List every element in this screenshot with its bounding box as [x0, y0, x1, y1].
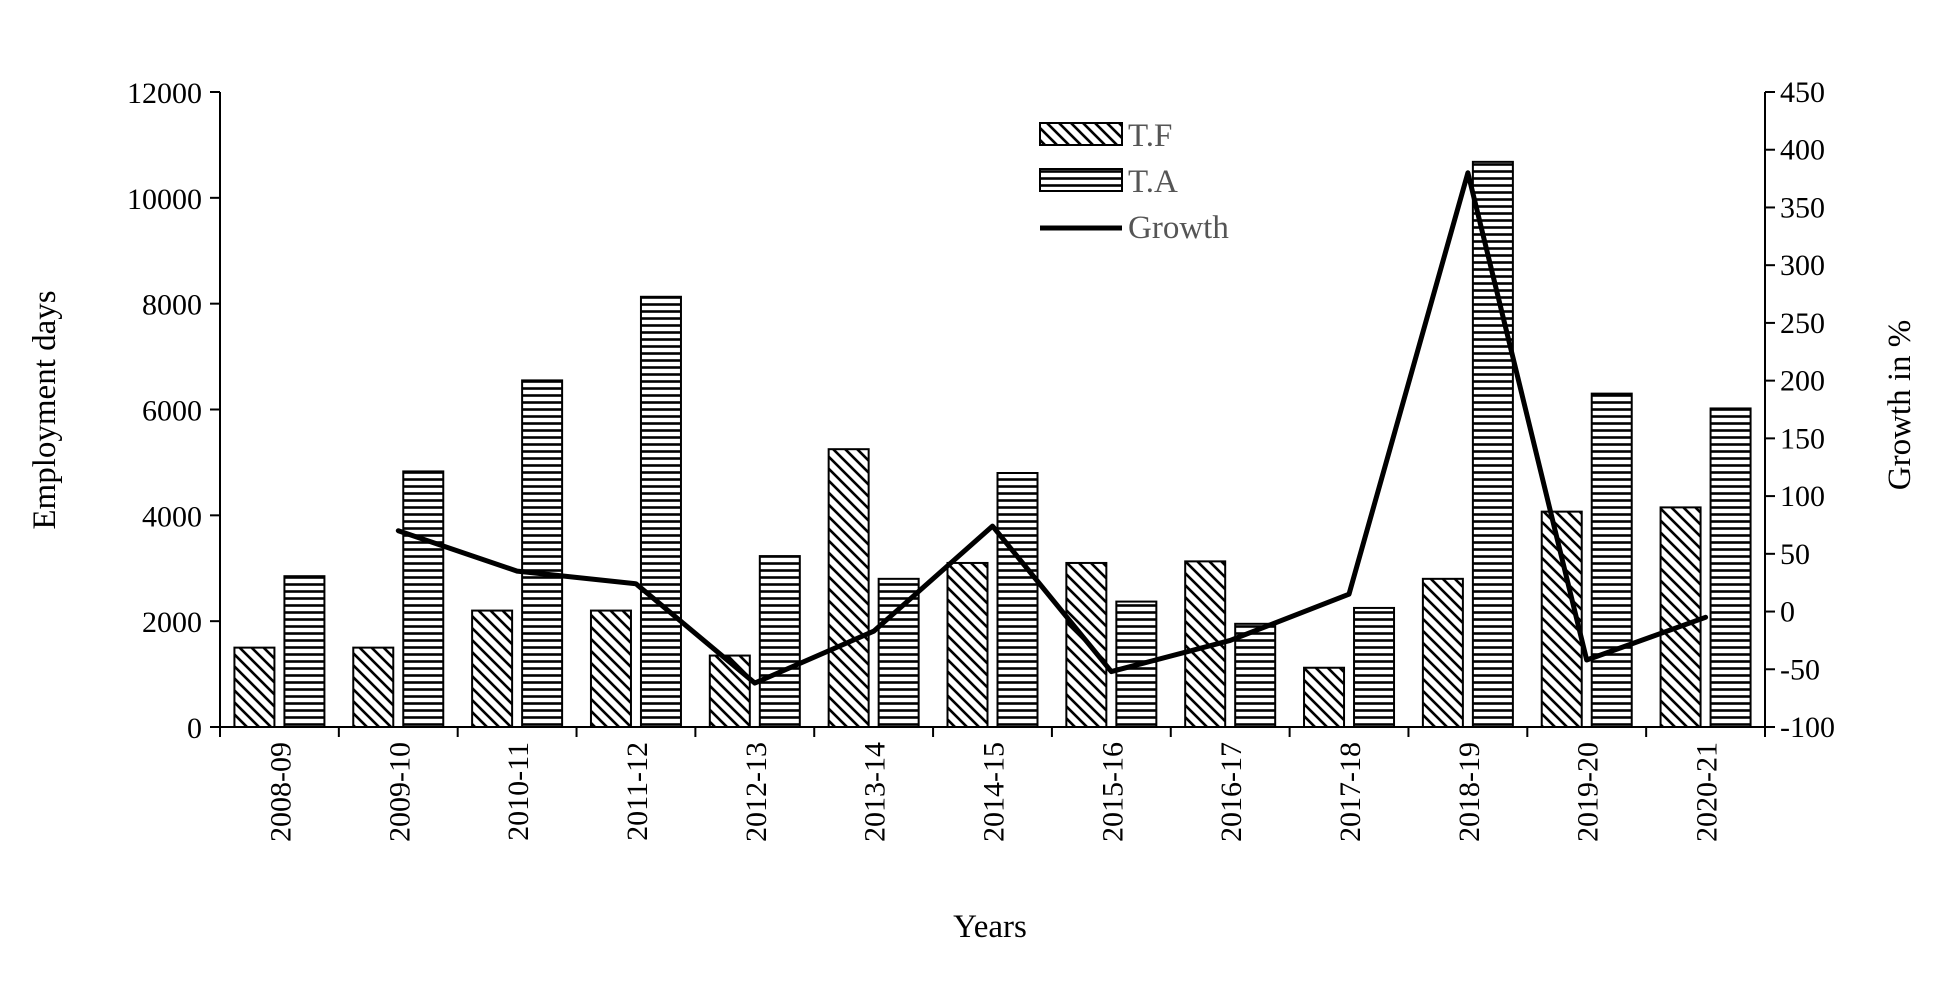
- x-tick-label: 2017-18: [1334, 742, 1367, 842]
- bar-ta-2008-09: [283, 575, 326, 728]
- y-tick-label: 10000: [127, 183, 202, 216]
- x-axis-title: Years: [953, 909, 1027, 945]
- bar-tf-2020-21: [1659, 506, 1702, 729]
- y2-tick-label: 0: [1780, 596, 1795, 629]
- legend-swatch-tf: [1039, 122, 1123, 146]
- y2-tick-label: 350: [1780, 191, 1825, 224]
- bar-tf-2010-11: [471, 609, 514, 728]
- growth-line-layer: [395, 170, 1709, 686]
- bar-ta-2019-20: [1590, 392, 1633, 728]
- x-tick-label: 2012-13: [740, 742, 773, 842]
- bar-tf-2012-13: [708, 654, 751, 728]
- bar-ta-2018-19: [1471, 160, 1514, 729]
- bar-ta-2009-10: [402, 470, 445, 728]
- x-tick-label: 2019-20: [1572, 742, 1605, 842]
- bar-tf-2011-12: [589, 609, 632, 728]
- bar-ta-2010-11: [521, 379, 564, 728]
- x-tick-label: 2013-14: [859, 742, 892, 842]
- bar-tf-2018-19: [1421, 577, 1464, 728]
- bar-ta-2016-17: [1234, 622, 1277, 728]
- y-tick-label: 12000: [127, 77, 202, 110]
- x-tick-label: 2020-21: [1691, 742, 1724, 842]
- axes-layer: 0 2000 4000 6000 8000 10000 12000 -100 -50 0 50 100…: [127, 76, 1835, 842]
- y-tick-label: 6000: [142, 395, 202, 428]
- y2-tick-label: 300: [1780, 249, 1825, 282]
- y2-tick-label: -50: [1780, 653, 1820, 686]
- bar-tf-2008-09: [233, 646, 276, 728]
- bar-tf-2017-18: [1303, 666, 1346, 729]
- y-axis-title: Employment days: [27, 290, 63, 529]
- x-tick-label: 2009-10: [383, 742, 416, 842]
- y2-tick-label: -100: [1780, 711, 1835, 744]
- bar-tf-2009-10: [352, 646, 395, 728]
- y2-tick-label: 400: [1780, 134, 1825, 167]
- y2-tick-label: 250: [1780, 307, 1825, 340]
- bar-tf-2014-15: [946, 561, 989, 728]
- x-tick-label: 2014-15: [978, 742, 1011, 842]
- y2-axis-title: Growth in %: [1882, 320, 1918, 490]
- legend: T.F T.A Growth: [1039, 118, 1229, 246]
- y2-tick-label: 450: [1780, 76, 1825, 109]
- y2-tick-label: 50: [1780, 538, 1810, 571]
- y2-tick-label: 100: [1780, 480, 1825, 513]
- x-tick-label: 2018-19: [1453, 742, 1486, 842]
- legend-label-ta: T.A: [1128, 164, 1178, 200]
- bar-ta-2014-15: [996, 472, 1039, 728]
- x-tick-label: 2011-12: [621, 742, 654, 841]
- bar-ta-2020-21: [1709, 407, 1752, 728]
- bar-ta-2011-12: [639, 295, 682, 728]
- bar-ta-2017-18: [1353, 606, 1396, 728]
- x-tick-label: 2008-09: [264, 742, 297, 842]
- y2-tick-label: 200: [1780, 365, 1825, 398]
- legend-swatch-ta: [1039, 168, 1123, 192]
- bar-ta-2013-14: [877, 577, 920, 728]
- y-tick-label: 0: [187, 712, 202, 745]
- legend-label-growth: Growth: [1128, 210, 1229, 246]
- bars-layer: [233, 160, 1752, 729]
- bar-tf-2013-14: [827, 448, 870, 728]
- x-tick-label: 2016-17: [1215, 742, 1248, 842]
- y-tick-label: 4000: [142, 500, 202, 533]
- y2-tick-label: 150: [1780, 422, 1825, 455]
- growth-line: [395, 170, 1709, 686]
- x-tick-label: 2015-16: [1096, 742, 1129, 842]
- y-tick-label: 8000: [142, 289, 202, 322]
- y-tick-label: 2000: [142, 606, 202, 639]
- legend-label-tf: T.F: [1128, 118, 1172, 154]
- x-tick-label: 2010-11: [502, 742, 535, 841]
- bar-ta-2012-13: [758, 555, 801, 728]
